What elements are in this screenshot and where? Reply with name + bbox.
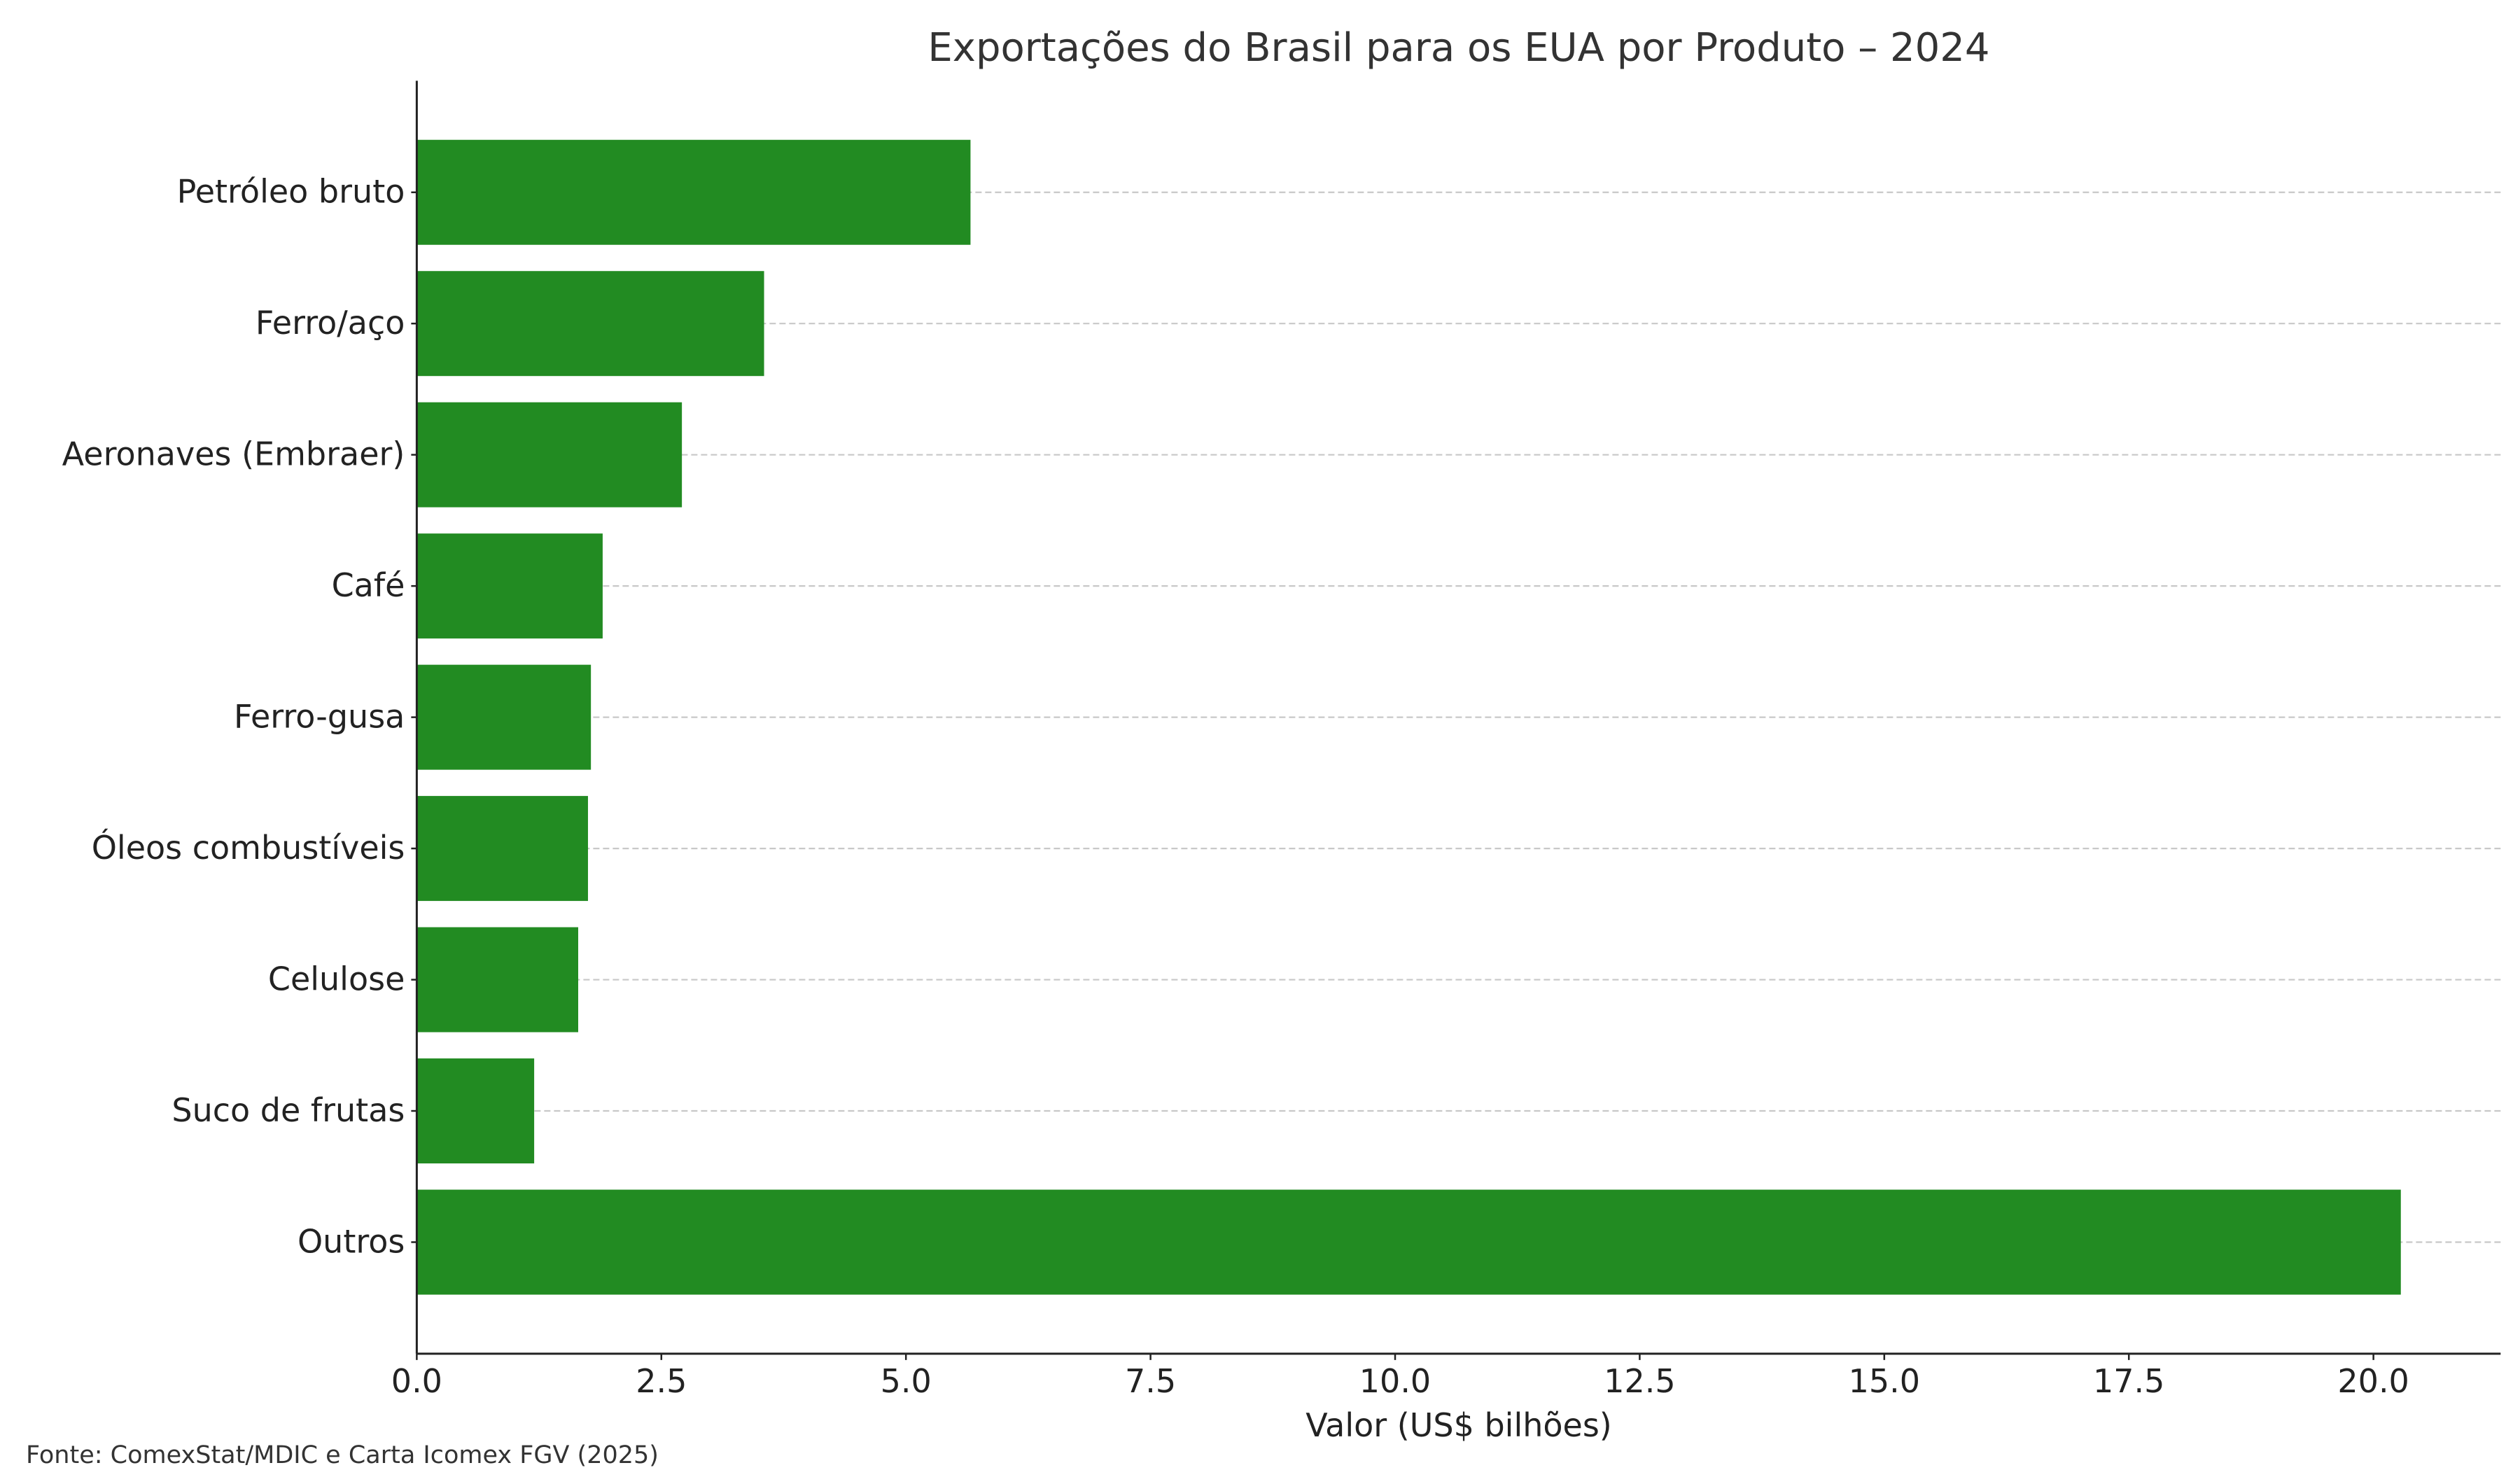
y-tick-label: Celulose (268, 960, 405, 998)
x-tick-label: 0.0 (391, 1362, 442, 1400)
x-tick-label: 15.0 (1849, 1362, 1920, 1400)
bar (416, 927, 578, 1032)
x-tick-label: 5.0 (881, 1362, 932, 1400)
bar (416, 402, 682, 507)
bar (416, 664, 592, 770)
bar (416, 271, 764, 377)
y-tick-label: Outros (298, 1223, 405, 1261)
x-axis-label: Valor (US$ bilhões) (1306, 1406, 1612, 1444)
x-tick-label: 2.5 (636, 1362, 687, 1400)
y-tick-label: Suco de frutas (172, 1091, 405, 1129)
bar (416, 1189, 2401, 1295)
y-tick-label: Aeronaves (Embraer) (62, 435, 405, 473)
x-tick-label: 20.0 (2337, 1362, 2409, 1400)
bar (416, 139, 971, 245)
x-tick-label: 7.5 (1125, 1362, 1176, 1400)
y-tick-label: Café (332, 566, 405, 604)
y-tick-label: Óleos combustíveis (92, 829, 405, 867)
source-note: Fonte: ComexStat/MDIC e Carta Icomex FGV… (26, 1441, 659, 1469)
bar (416, 533, 603, 639)
x-tick-label: 12.5 (1604, 1362, 1675, 1400)
x-tick-label: 17.5 (2093, 1362, 2164, 1400)
bar (416, 796, 588, 902)
y-tick-label: Ferro/aço (255, 304, 405, 342)
chart-title: Exportações do Brasil para os EUA por Pr… (927, 25, 1989, 71)
x-tick-label: 10.0 (1359, 1362, 1431, 1400)
y-tick-label: Petróleo bruto (177, 173, 405, 211)
y-tick-label: Ferro-gusa (234, 698, 405, 736)
bar (416, 1058, 535, 1164)
